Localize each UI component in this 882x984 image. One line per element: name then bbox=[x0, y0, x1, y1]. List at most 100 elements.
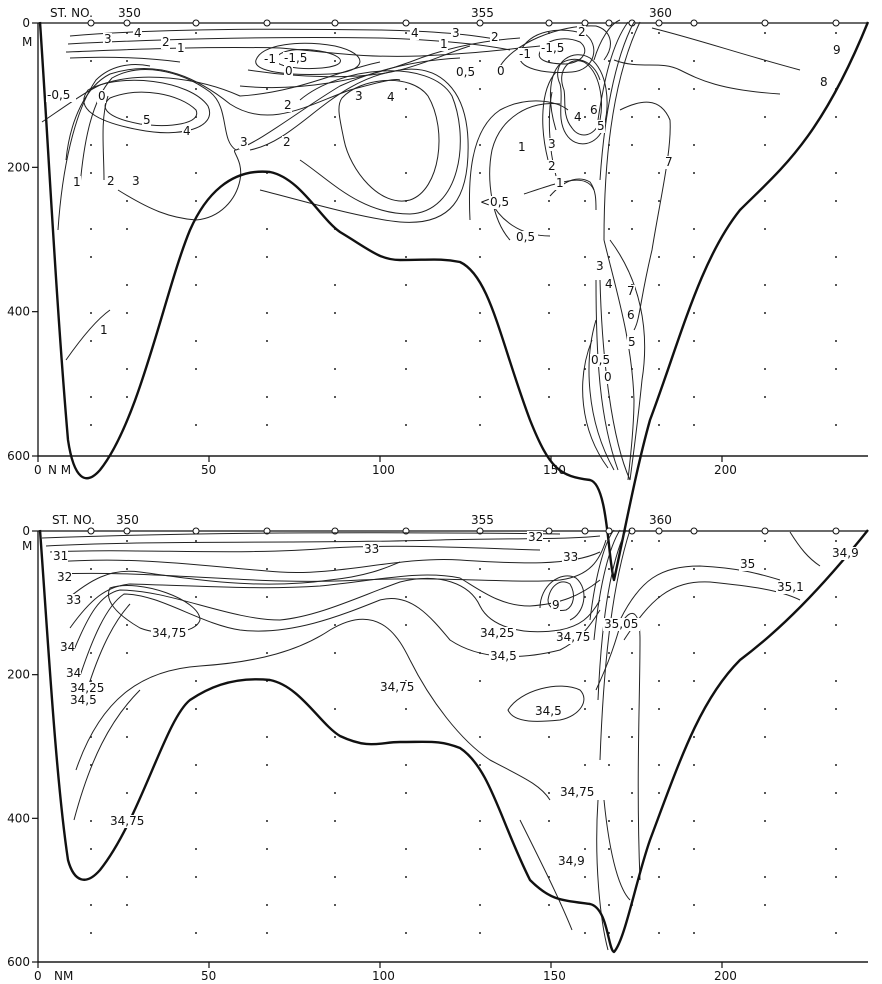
sample-dot bbox=[334, 624, 336, 626]
isoline bbox=[539, 575, 585, 621]
contour-label: -1 bbox=[519, 47, 531, 61]
sample-dot bbox=[126, 368, 128, 370]
contour-label-backing bbox=[182, 125, 191, 138]
sample-dot bbox=[658, 424, 660, 426]
contour-label-backing bbox=[52, 550, 68, 563]
sample-dot bbox=[584, 848, 586, 850]
contour-label: 0 bbox=[285, 64, 293, 78]
station-marker bbox=[192, 527, 200, 535]
sample-dot bbox=[764, 792, 766, 794]
sample-dot bbox=[584, 764, 586, 766]
sample-dot bbox=[479, 424, 481, 426]
sample-dot bbox=[334, 200, 336, 202]
contour-label-backing bbox=[577, 26, 586, 39]
isoline bbox=[599, 529, 631, 761]
sample-dot bbox=[764, 312, 766, 314]
sample-dot bbox=[334, 396, 336, 398]
sample-dot bbox=[90, 396, 92, 398]
sample-dot bbox=[631, 568, 633, 570]
isoline bbox=[609, 239, 646, 481]
sample-dot bbox=[658, 116, 660, 118]
sample-dot bbox=[658, 848, 660, 850]
station-marker bbox=[123, 527, 131, 535]
sample-dot bbox=[126, 116, 128, 118]
sample-dot bbox=[266, 652, 268, 654]
sample-dot bbox=[479, 736, 481, 738]
sample-dot bbox=[764, 144, 766, 146]
sample-dot bbox=[90, 256, 92, 258]
isoline bbox=[603, 239, 635, 481]
isoline bbox=[593, 19, 621, 61]
contour-label: 0,5 bbox=[591, 353, 610, 367]
isoline bbox=[589, 529, 615, 621]
isoline bbox=[603, 799, 631, 901]
sample-dot bbox=[764, 368, 766, 370]
upper-station-markers bbox=[87, 19, 840, 27]
contour-label: 4 bbox=[574, 110, 582, 124]
y-tick-label: 0 bbox=[22, 524, 30, 538]
sample-dot bbox=[479, 904, 481, 906]
contour-label: 3 bbox=[596, 259, 604, 273]
station-marker bbox=[655, 19, 663, 27]
sample-dot bbox=[334, 284, 336, 286]
sample-dot bbox=[126, 312, 128, 314]
isoline bbox=[79, 593, 601, 677]
isoline bbox=[593, 529, 621, 641]
contour-label-backing bbox=[489, 650, 519, 663]
sample-dot bbox=[584, 116, 586, 118]
lower-station-markers bbox=[87, 527, 840, 535]
sample-dot bbox=[126, 228, 128, 230]
sample-dot bbox=[764, 624, 766, 626]
sample-dot bbox=[405, 596, 407, 598]
sample-dot bbox=[631, 820, 633, 822]
sample-dot bbox=[90, 652, 92, 654]
sample-dot bbox=[90, 568, 92, 570]
sample-dot bbox=[693, 652, 695, 654]
contour-label-backing bbox=[379, 681, 416, 694]
x-tick-label: 100 bbox=[372, 463, 395, 477]
sample-dot bbox=[608, 680, 610, 682]
isoline bbox=[588, 319, 615, 471]
upper-station-dots bbox=[90, 32, 837, 426]
contour-label: 4 bbox=[387, 90, 395, 104]
contour-label: 33 bbox=[364, 542, 379, 556]
sample-dot bbox=[608, 652, 610, 654]
sample-dot bbox=[764, 568, 766, 570]
sample-dot bbox=[266, 396, 268, 398]
sample-dot bbox=[693, 820, 695, 822]
isoline bbox=[299, 70, 461, 215]
isoline bbox=[53, 551, 601, 574]
contour-label-backing bbox=[573, 111, 582, 124]
isoline bbox=[249, 68, 469, 223]
contour-label-backing bbox=[555, 177, 564, 190]
sample-dot bbox=[693, 340, 695, 342]
contour-label-backing bbox=[283, 52, 313, 65]
sample-dot bbox=[334, 904, 336, 906]
sample-dot bbox=[266, 424, 268, 426]
sample-dot bbox=[764, 708, 766, 710]
y-tick-label: 200 bbox=[7, 668, 30, 682]
sample-dot bbox=[835, 32, 837, 34]
sample-dot bbox=[126, 540, 128, 542]
contour-label-backing bbox=[534, 705, 564, 718]
sample-dot bbox=[608, 596, 610, 598]
isoline bbox=[542, 71, 557, 161]
contour-label: 2 bbox=[548, 159, 556, 173]
sample-dot bbox=[266, 256, 268, 258]
station-marker bbox=[761, 19, 769, 27]
sample-dot bbox=[479, 256, 481, 258]
contour-label: 2 bbox=[107, 174, 115, 188]
sample-dot bbox=[835, 424, 837, 426]
sample-dot bbox=[608, 88, 610, 90]
sample-dot bbox=[764, 284, 766, 286]
sample-dot bbox=[835, 200, 837, 202]
sample-dot bbox=[548, 312, 550, 314]
sample-dot bbox=[405, 708, 407, 710]
isoline bbox=[49, 545, 541, 553]
contour-label-backing bbox=[832, 44, 841, 57]
sample-dot bbox=[584, 680, 586, 682]
sample-dot bbox=[693, 764, 695, 766]
contour-label-backing bbox=[354, 90, 363, 103]
contour-label: 32 bbox=[57, 570, 72, 584]
sample-dot bbox=[584, 624, 586, 626]
